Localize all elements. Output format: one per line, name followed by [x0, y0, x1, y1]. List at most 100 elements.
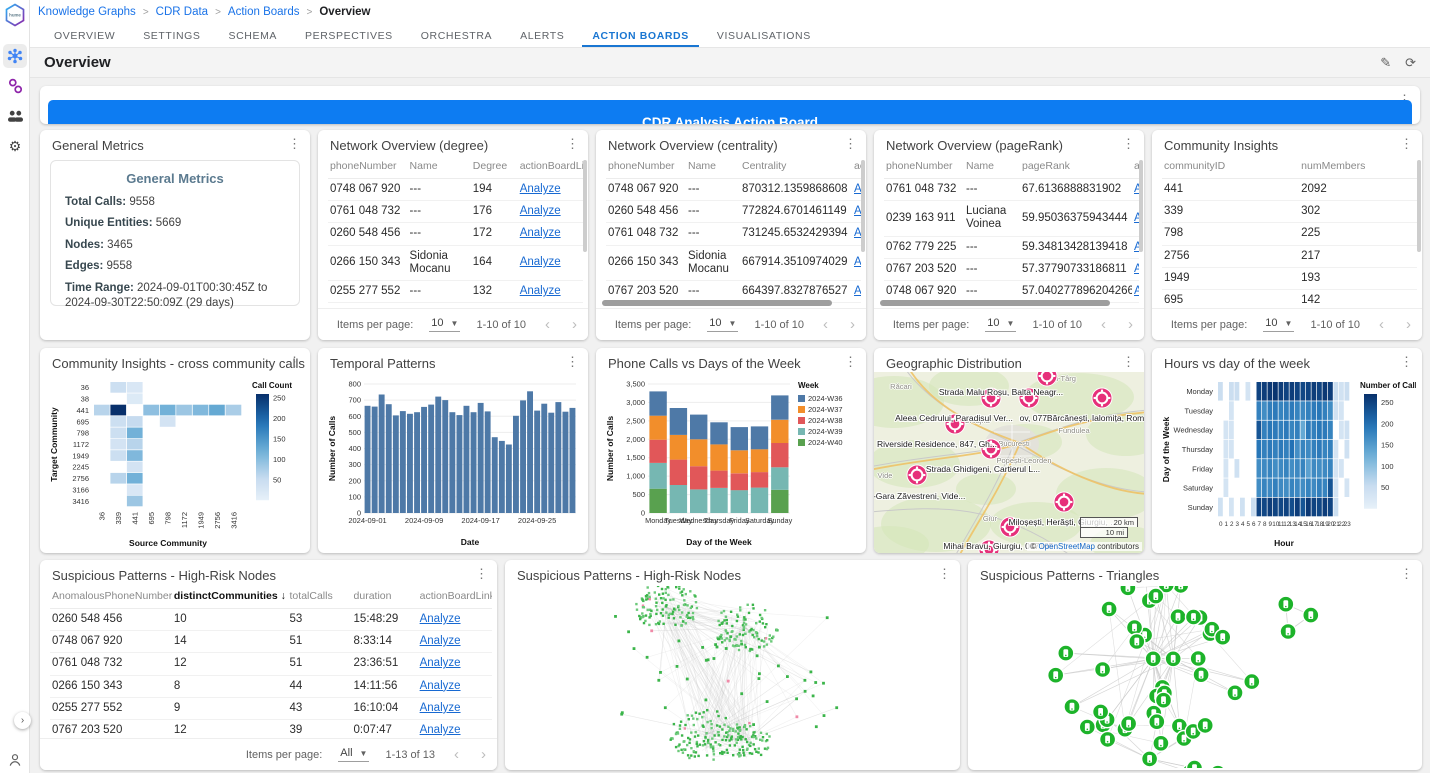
- next-page-button[interactable]: ›: [850, 316, 855, 333]
- kebab-menu-icon[interactable]: ⋮: [844, 136, 857, 151]
- analyze-link[interactable]: Analyze: [1134, 285, 1139, 297]
- phone-node[interactable]: [1119, 579, 1137, 597]
- prev-page-button[interactable]: ‹: [1379, 316, 1384, 333]
- vertical-scrollbar[interactable]: [861, 160, 865, 252]
- phone-node[interactable]: [1093, 660, 1112, 679]
- column-header[interactable]: totalCalls: [287, 588, 352, 609]
- tab-alerts[interactable]: ALERTS: [520, 29, 565, 42]
- action-board-banner[interactable]: CDR Analysis Action Board: [48, 100, 1412, 124]
- prev-page-button[interactable]: ‹: [823, 316, 828, 333]
- phone-node[interactable]: [1243, 672, 1261, 691]
- column-header[interactable]: Name: [964, 158, 1020, 179]
- map-marker-icon[interactable]: [980, 387, 1002, 409]
- phone-node[interactable]: [1125, 618, 1144, 637]
- vertical-scrollbar[interactable]: [1417, 160, 1421, 252]
- analyze-link[interactable]: Analyze: [519, 205, 561, 218]
- phone-node[interactable]: [1184, 608, 1203, 626]
- analyze-link[interactable]: Analyze: [1134, 263, 1139, 275]
- phone-node[interactable]: [1140, 750, 1159, 768]
- map-marker-icon[interactable]: [980, 438, 1002, 460]
- tab-perspectives[interactable]: PERSPECTIVES: [305, 29, 393, 42]
- analyze-link[interactable]: Analyze: [1134, 212, 1139, 224]
- user-account-icon[interactable]: [8, 753, 22, 772]
- column-header[interactable]: duration: [351, 588, 418, 609]
- analyze-link[interactable]: Analyze: [419, 635, 461, 648]
- phone-node[interactable]: [1046, 666, 1065, 684]
- breadcrumb-knowledge-graphs[interactable]: Knowledge Graphs: [38, 6, 136, 18]
- column-header[interactable]: communityID: [1162, 158, 1300, 179]
- horizontal-scrollbar[interactable]: [880, 300, 1110, 306]
- next-page-button[interactable]: ›: [481, 746, 486, 763]
- analyze-link[interactable]: Analyze: [419, 679, 461, 692]
- map-marker-icon[interactable]: [906, 464, 928, 486]
- column-header[interactable]: phoneNumber: [328, 158, 408, 179]
- high-risk-network-graph[interactable]: [505, 582, 960, 768]
- refresh-icon[interactable]: ⟳: [1405, 54, 1416, 70]
- phone-node[interactable]: [1213, 628, 1232, 646]
- hume-logo[interactable]: hume: [4, 3, 26, 27]
- kebab-menu-icon[interactable]: ⋮: [475, 566, 488, 581]
- phone-node[interactable]: [1144, 650, 1162, 668]
- phone-node[interactable]: [1169, 608, 1187, 626]
- phone-node[interactable]: [1148, 712, 1166, 731]
- next-page-button[interactable]: ›: [1406, 316, 1411, 333]
- analyze-link[interactable]: Analyze: [519, 285, 561, 298]
- tab-action-boards[interactable]: ACTION BOARDS: [578, 24, 702, 47]
- kebab-menu-icon[interactable]: ⋮: [1400, 354, 1413, 369]
- column-header[interactable]: actionBoardLink: [517, 158, 583, 179]
- tab-settings[interactable]: SETTINGS: [143, 29, 201, 42]
- phone-node[interactable]: [1226, 684, 1244, 702]
- phone-node[interactable]: [1279, 622, 1297, 641]
- vertical-scrollbar[interactable]: [1139, 160, 1143, 252]
- phone-node[interactable]: [1171, 576, 1190, 595]
- map-marker-icon[interactable]: [944, 413, 966, 435]
- analyze-link[interactable]: Analyze: [1134, 241, 1139, 253]
- kebab-menu-icon[interactable]: ⋮: [1122, 136, 1135, 151]
- kebab-menu-icon[interactable]: ⋮: [288, 354, 301, 369]
- phone-node[interactable]: [1164, 650, 1182, 668]
- tab-orchestra[interactable]: ORCHESTRA: [420, 29, 493, 42]
- page-size-select[interactable]: 10 ▼: [429, 317, 461, 332]
- openstreetmap-link[interactable]: OpenStreetMap: [1038, 542, 1095, 551]
- kebab-menu-icon[interactable]: ⋮: [938, 566, 951, 581]
- analyze-link[interactable]: Analyze: [419, 701, 461, 714]
- analyze-link[interactable]: Analyze: [854, 227, 861, 240]
- vertical-scrollbar[interactable]: [583, 160, 587, 252]
- phone-node[interactable]: [1152, 734, 1170, 753]
- kebab-menu-icon[interactable]: ⋮: [1122, 354, 1135, 369]
- column-header[interactable]: actionBoardLink: [1132, 158, 1139, 179]
- column-header[interactable]: phoneNumber: [606, 158, 686, 179]
- column-header[interactable]: actionBoardLink: [852, 158, 861, 179]
- phone-node[interactable]: [1189, 649, 1207, 668]
- next-page-button[interactable]: ›: [572, 316, 577, 333]
- phone-node[interactable]: [1196, 716, 1214, 735]
- kebab-menu-icon[interactable]: ⋮: [1400, 136, 1413, 151]
- sidebar-item-orchestration[interactable]: [3, 74, 27, 98]
- phone-node[interactable]: [1302, 606, 1320, 624]
- triangles-network-graph[interactable]: [968, 569, 1422, 770]
- column-header[interactable]: Degree: [470, 158, 518, 179]
- sidebar-item-knowledge-graph[interactable]: [3, 44, 27, 68]
- page-size-select[interactable]: All ▼: [338, 747, 370, 762]
- analyze-link[interactable]: Analyze: [854, 183, 861, 195]
- tab-overview[interactable]: OVERVIEW: [54, 29, 116, 42]
- analyze-link[interactable]: Analyze: [519, 183, 561, 195]
- edit-icon[interactable]: ✎: [1380, 54, 1392, 70]
- analyze-link[interactable]: Analyze: [519, 227, 561, 240]
- sidebar-item-users[interactable]: [3, 104, 27, 128]
- tab-schema[interactable]: SCHEMA: [228, 29, 278, 42]
- column-header[interactable]: Name: [407, 158, 471, 179]
- phone-node[interactable]: [1100, 600, 1118, 618]
- page-size-select[interactable]: 10 ▼: [707, 317, 739, 332]
- breadcrumb-cdr-data[interactable]: CDR Data: [155, 6, 209, 18]
- tab-visualisations[interactable]: VISUALISATIONS: [716, 29, 811, 42]
- analyze-link[interactable]: Analyze: [419, 724, 461, 737]
- prev-page-button[interactable]: ‹: [454, 746, 459, 763]
- horizontal-scrollbar[interactable]: [602, 300, 832, 306]
- prev-page-button[interactable]: ‹: [545, 316, 550, 333]
- phone-node[interactable]: [1091, 703, 1110, 721]
- map-marker-icon[interactable]: [1053, 491, 1075, 513]
- kebab-menu-icon[interactable]: ⋮: [844, 354, 857, 369]
- column-header[interactable]: pageRank: [1020, 158, 1132, 179]
- kebab-menu-icon[interactable]: ⋮: [1400, 566, 1413, 581]
